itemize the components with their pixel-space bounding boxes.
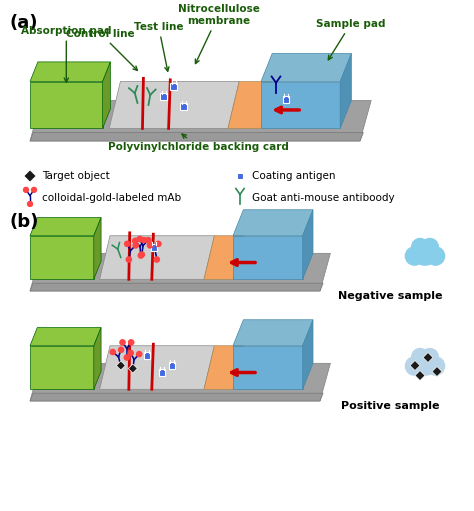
Polygon shape: [204, 236, 244, 280]
Polygon shape: [261, 54, 351, 81]
Polygon shape: [30, 236, 94, 280]
Circle shape: [110, 350, 115, 355]
Circle shape: [130, 366, 136, 371]
Circle shape: [412, 240, 438, 265]
Text: Sample pad: Sample pad: [316, 18, 386, 60]
Polygon shape: [340, 54, 351, 128]
FancyBboxPatch shape: [169, 362, 175, 368]
FancyBboxPatch shape: [170, 83, 177, 90]
Polygon shape: [233, 236, 302, 280]
Text: Coating antigen: Coating antigen: [252, 171, 336, 181]
Text: Control line: Control line: [66, 29, 137, 71]
Circle shape: [125, 241, 130, 246]
Text: Target object: Target object: [42, 171, 110, 181]
Text: (a): (a): [10, 14, 38, 32]
Polygon shape: [109, 81, 239, 128]
Circle shape: [118, 347, 124, 353]
Polygon shape: [228, 81, 272, 128]
Polygon shape: [100, 346, 214, 389]
Polygon shape: [302, 210, 313, 280]
Polygon shape: [30, 346, 94, 389]
Circle shape: [147, 243, 153, 248]
Polygon shape: [302, 320, 313, 389]
Text: Positive sample: Positive sample: [341, 401, 439, 411]
Polygon shape: [30, 283, 323, 291]
Circle shape: [133, 243, 138, 248]
Polygon shape: [432, 366, 442, 377]
Circle shape: [156, 241, 161, 246]
Circle shape: [427, 357, 445, 375]
Circle shape: [412, 239, 428, 256]
FancyBboxPatch shape: [160, 94, 167, 101]
Circle shape: [146, 238, 151, 243]
Polygon shape: [102, 62, 110, 128]
Circle shape: [141, 238, 146, 243]
Polygon shape: [261, 81, 340, 128]
FancyBboxPatch shape: [151, 244, 157, 251]
Circle shape: [24, 188, 28, 192]
Text: Absorption pad: Absorption pad: [21, 26, 111, 82]
Circle shape: [137, 236, 142, 242]
FancyBboxPatch shape: [180, 103, 187, 110]
Circle shape: [421, 239, 438, 256]
Polygon shape: [30, 328, 101, 346]
Polygon shape: [94, 328, 101, 389]
Text: (b): (b): [10, 213, 39, 231]
Circle shape: [27, 201, 32, 206]
Polygon shape: [94, 218, 101, 280]
Polygon shape: [423, 353, 433, 362]
Circle shape: [138, 253, 144, 258]
Circle shape: [124, 355, 129, 360]
Polygon shape: [100, 236, 214, 280]
Circle shape: [405, 247, 424, 265]
Circle shape: [128, 351, 133, 356]
Circle shape: [412, 350, 438, 375]
Polygon shape: [204, 346, 244, 389]
Circle shape: [137, 352, 142, 357]
Circle shape: [421, 349, 438, 365]
Circle shape: [412, 349, 428, 365]
Circle shape: [154, 257, 159, 262]
Polygon shape: [30, 132, 364, 141]
FancyBboxPatch shape: [144, 353, 150, 359]
Circle shape: [126, 257, 131, 262]
Polygon shape: [233, 320, 313, 346]
Polygon shape: [116, 361, 125, 370]
Text: Test line: Test line: [134, 21, 183, 71]
Polygon shape: [30, 218, 101, 236]
Polygon shape: [415, 370, 425, 381]
Text: colloidal-gold-labeled mAb: colloidal-gold-labeled mAb: [42, 193, 181, 203]
Polygon shape: [30, 81, 102, 128]
Circle shape: [139, 252, 145, 257]
Polygon shape: [30, 62, 110, 81]
Text: Negative sample: Negative sample: [338, 291, 442, 301]
Circle shape: [427, 247, 445, 265]
Circle shape: [133, 238, 138, 243]
Circle shape: [32, 188, 36, 192]
Polygon shape: [410, 361, 420, 370]
Polygon shape: [128, 364, 137, 373]
Circle shape: [405, 357, 424, 375]
Polygon shape: [30, 100, 371, 141]
Polygon shape: [30, 393, 323, 401]
FancyBboxPatch shape: [283, 97, 290, 103]
Circle shape: [118, 363, 123, 368]
Text: Nitrocellulose
membrane: Nitrocellulose membrane: [178, 4, 260, 63]
FancyBboxPatch shape: [237, 173, 244, 179]
Polygon shape: [30, 363, 330, 401]
FancyBboxPatch shape: [159, 369, 165, 376]
Polygon shape: [233, 346, 302, 389]
Text: Polyvinylchloride backing card: Polyvinylchloride backing card: [108, 134, 289, 152]
Polygon shape: [24, 170, 36, 182]
Circle shape: [120, 340, 125, 345]
Polygon shape: [233, 210, 313, 236]
Polygon shape: [30, 253, 330, 291]
Circle shape: [128, 340, 134, 345]
Text: Goat anti-mouse antiboody: Goat anti-mouse antiboody: [252, 193, 395, 203]
